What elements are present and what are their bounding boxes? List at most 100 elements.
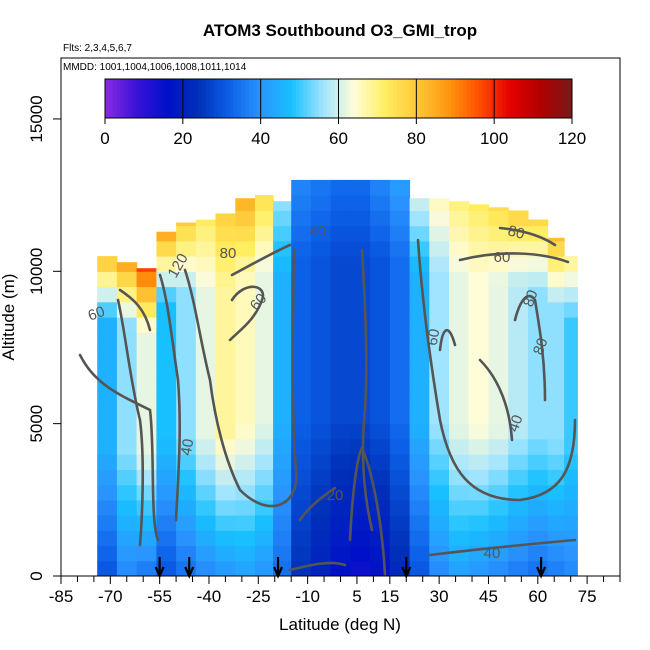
heatmap-cell xyxy=(330,454,351,470)
heatmap-cell xyxy=(468,301,489,318)
heatmap-cell xyxy=(255,240,274,257)
heatmap-cell xyxy=(389,469,411,486)
heatmap-cell xyxy=(310,484,332,501)
heatmap-cell xyxy=(310,545,332,562)
y-tick-label: 15000 xyxy=(27,95,46,142)
heatmap-cell xyxy=(255,484,274,501)
heatmap-cell xyxy=(215,362,236,379)
heatmap-cell xyxy=(215,286,236,303)
heatmap-cell xyxy=(527,301,549,318)
heatmap-cell xyxy=(136,268,157,272)
x-tick-label: 75 xyxy=(578,587,597,606)
heatmap-cell xyxy=(508,484,529,501)
colorbar-segment xyxy=(466,79,472,118)
contour-line xyxy=(183,248,298,508)
heatmap-cell xyxy=(291,301,312,318)
heatmap-cell xyxy=(176,301,197,318)
heatmap-cell xyxy=(370,423,391,440)
heatmap-cell xyxy=(97,545,118,562)
heatmap-cell xyxy=(429,317,450,333)
heatmap-cell xyxy=(116,408,138,425)
heatmap-cell xyxy=(156,545,177,562)
heatmap-cell xyxy=(97,301,118,318)
heatmap-cell xyxy=(176,271,197,288)
heatmap-cell xyxy=(350,347,371,364)
heatmap-cell xyxy=(468,377,489,394)
heatmap-cell xyxy=(195,499,217,516)
heatmap-cell xyxy=(488,560,509,576)
heatmap-cell xyxy=(97,530,118,547)
heatmap-cell xyxy=(409,408,430,425)
colorbar-segment xyxy=(342,79,347,118)
heatmap-cell xyxy=(370,271,391,288)
heatmap-cell xyxy=(273,545,292,562)
heatmap-cell xyxy=(291,515,312,531)
colorbar-segment xyxy=(307,79,312,118)
heatmap-cell xyxy=(255,377,274,394)
heatmap-cell xyxy=(255,332,274,348)
colorbar-segment xyxy=(435,79,441,118)
colorbar-segment xyxy=(295,79,301,118)
heatmap-cell xyxy=(370,256,391,272)
colorbar-segment xyxy=(568,79,573,118)
heatmap-cell xyxy=(409,377,430,394)
colorbar-segment xyxy=(369,79,375,118)
heatmap-cell xyxy=(195,286,217,303)
heatmap-cell xyxy=(255,225,274,242)
heatmap-cell xyxy=(409,499,430,516)
heatmap-cell xyxy=(429,393,450,409)
heatmap-cell xyxy=(176,240,197,257)
heatmap-cell xyxy=(97,454,118,470)
heatmap-cell xyxy=(116,469,138,486)
heatmap-cell xyxy=(310,347,332,364)
heatmap-cell xyxy=(370,438,391,455)
colorbar-segment xyxy=(202,79,207,118)
heatmap-cell xyxy=(273,286,292,303)
heatmap-cell xyxy=(176,256,197,272)
heatmap-cell xyxy=(547,301,565,318)
heatmap-cell xyxy=(273,408,292,425)
heatmap-cell xyxy=(310,195,332,211)
heatmap-cell xyxy=(468,210,489,227)
x-tick-label: 5 xyxy=(352,587,361,606)
heatmap-cell xyxy=(291,256,312,272)
contour-line xyxy=(458,252,570,264)
heatmap-cell xyxy=(330,408,351,425)
colorbar-segment xyxy=(140,79,145,118)
heatmap-cell xyxy=(310,408,332,425)
heatmap-cell xyxy=(409,198,430,211)
heatmap-cell xyxy=(291,179,312,196)
heatmap-cell xyxy=(176,423,197,440)
contour-label: 40 xyxy=(310,223,327,240)
heatmap-cell xyxy=(176,222,197,227)
heatmap-cell xyxy=(310,362,332,379)
colorbar-segment xyxy=(291,79,297,118)
contour-label: 80 xyxy=(520,288,542,309)
heatmap-cell xyxy=(97,469,118,486)
heatmap-cell xyxy=(488,286,509,303)
heatmap-cell xyxy=(156,484,177,501)
heatmap-cell xyxy=(235,530,256,547)
heatmap-cell xyxy=(310,271,332,288)
contour-line xyxy=(498,226,557,247)
colorbar-segment xyxy=(470,79,476,118)
colorbar-segment xyxy=(252,79,258,118)
heatmap-cell xyxy=(389,438,411,455)
heatmap-cell xyxy=(350,530,371,547)
heatmap-cell xyxy=(564,484,578,501)
heatmap-cell xyxy=(429,240,450,257)
heatmap-cell xyxy=(409,454,430,470)
heatmap-cell xyxy=(409,438,430,455)
heatmap-cell xyxy=(195,256,217,272)
heatmap-cell xyxy=(508,408,529,425)
heatmap-cell xyxy=(291,271,312,288)
heatmap-cell xyxy=(176,515,197,531)
colorbar-segment xyxy=(439,79,445,118)
heatmap-cell xyxy=(350,317,371,333)
colorbar-segment xyxy=(416,79,421,118)
heatmap-cell xyxy=(564,347,578,364)
heatmap-cell xyxy=(468,317,489,333)
heatmap-cell xyxy=(116,271,138,288)
contour-line xyxy=(158,273,182,522)
heatmap-cell xyxy=(97,393,118,409)
